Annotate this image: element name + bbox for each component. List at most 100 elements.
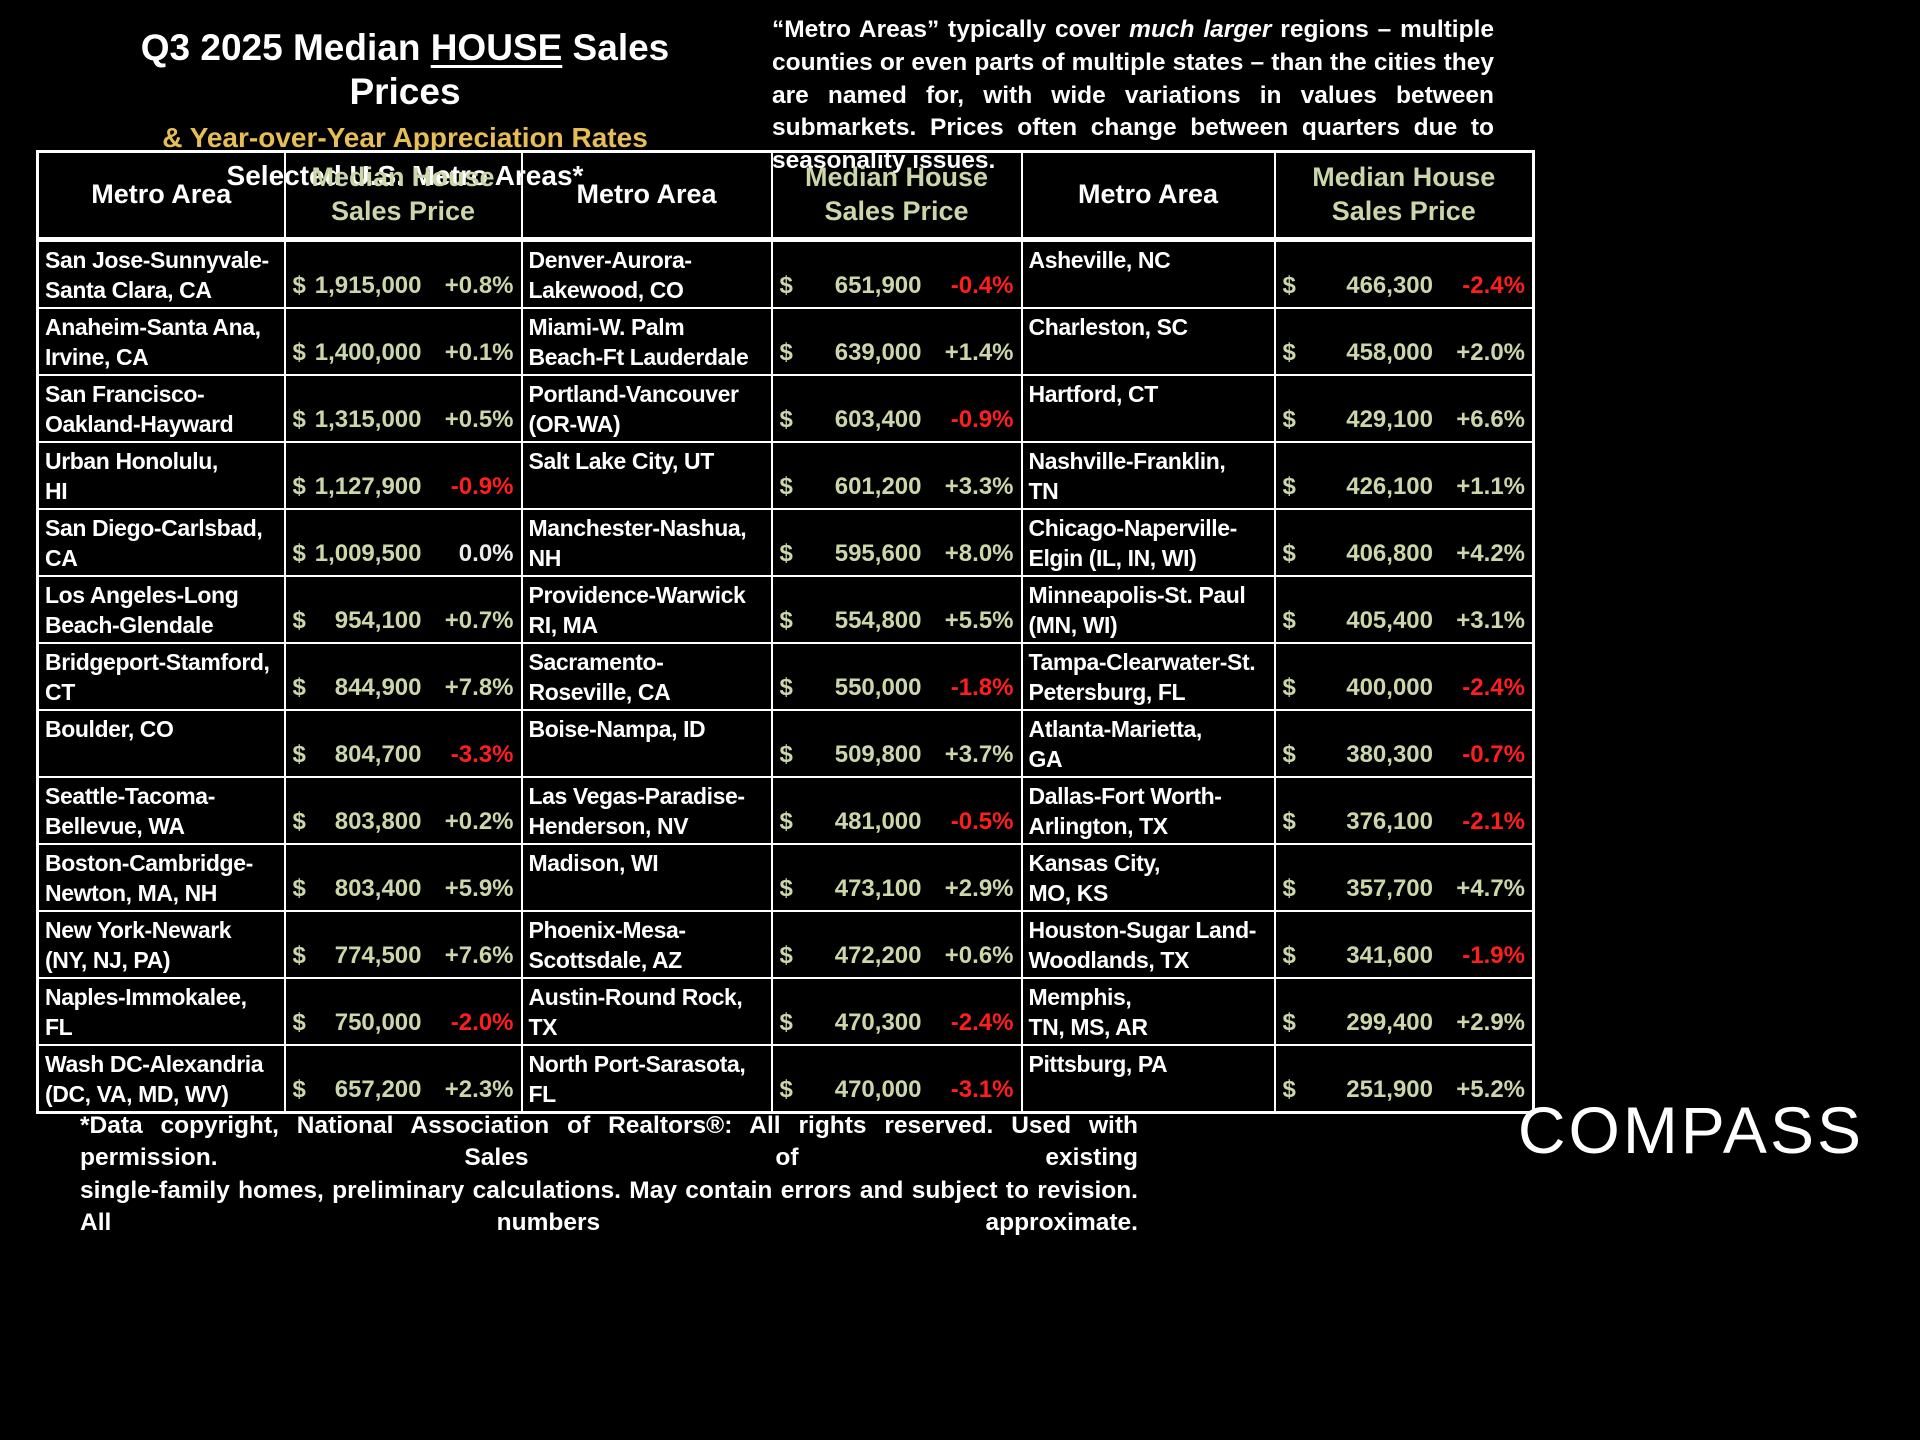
- price-line: $1,315,000 +0.5%: [293, 406, 514, 434]
- price-cell: $1,400,000 +0.1%: [283, 307, 523, 376]
- price-cell: $844,900 +7.8%: [283, 642, 523, 711]
- yoy-value: +8.0%: [944, 540, 1014, 567]
- currency-symbol: $: [292, 406, 306, 433]
- metro-name-line: Arlington, TX: [1028, 813, 1169, 839]
- metro-cell: Salt Lake City, UT: [520, 441, 773, 510]
- price-line: $554,800 +5.5%: [780, 607, 1014, 635]
- currency-symbol: $: [292, 473, 306, 500]
- metro-cell: Denver-Aurora- Lakewood, CO: [520, 238, 773, 309]
- price-value: 458,000: [1346, 339, 1433, 366]
- price-cell: $774,500 +7.6%: [283, 910, 523, 979]
- metro-name-line: Woodlands, TX: [1028, 947, 1190, 973]
- price-value: 473,100: [834, 875, 922, 902]
- median-price-header-line1: Median House: [804, 162, 989, 193]
- currency-symbol: $: [779, 875, 793, 902]
- metro-area-header: Metro Area: [36, 150, 286, 242]
- price-value: 804,700: [334, 741, 422, 768]
- price-cell: $406,800 +4.2%: [1273, 508, 1535, 577]
- metro-name-line: Nashville-Franklin,: [1028, 448, 1226, 474]
- median-price-header-line2: Sales Price: [824, 196, 969, 226]
- metro-cell: Urban Honolulu, HI: [36, 441, 286, 510]
- metro-name-line: Beach-Glendale: [45, 612, 214, 638]
- metro-cell: Dallas-Fort Worth- Arlington, TX: [1020, 776, 1276, 845]
- metro-name-line: CA: [45, 545, 78, 571]
- price-cell: $804,700 -3.3%: [283, 709, 523, 778]
- text-segment: much larger: [1129, 16, 1272, 43]
- currency-symbol: $: [292, 741, 306, 768]
- metro-name-line: Austin-Round Rock,: [528, 984, 743, 1010]
- median-prices-table: Metro Area Median House Sales Price Metr…: [36, 150, 1535, 1114]
- price-line: $651,900 -0.4%: [780, 272, 1014, 300]
- price-line: $341,600 -1.9%: [1283, 942, 1526, 970]
- yoy-value: +3.7%: [944, 741, 1014, 768]
- price-value: 774,500: [334, 942, 422, 969]
- price-line: $406,800 +4.2%: [1283, 540, 1526, 568]
- median-price-header-line2: Sales Price: [1331, 196, 1476, 226]
- price-cell: $426,100 +1.1%: [1273, 441, 1535, 510]
- compass-logo: COMPASS: [1517, 1093, 1864, 1167]
- price-cell: $657,200 +2.3%: [283, 1044, 523, 1114]
- metro-name-line: Irvine, CA: [45, 344, 149, 370]
- yoy-value: -2.1%: [1462, 808, 1525, 835]
- metro-name-line: FL: [528, 1081, 557, 1107]
- metro-name-line: Houston-Sugar Land-: [1028, 917, 1257, 943]
- price-cell: $1,315,000 +0.5%: [283, 374, 523, 443]
- price-value: 400,000: [1346, 674, 1433, 701]
- metro-cell: Naples-Immokalee, FL: [36, 977, 286, 1046]
- metro-cell: Bridgeport-Stamford, CT: [36, 642, 286, 711]
- price-cell: $357,700 +4.7%: [1273, 843, 1535, 912]
- median-price-header: Median House Sales Price: [283, 150, 523, 242]
- footnote-line1: *Data copyright, National Association of…: [80, 1112, 1138, 1172]
- text-segment: HOUSE: [430, 27, 563, 68]
- price-line: $299,400 +2.9%: [1283, 1009, 1526, 1037]
- metro-name-line: Las Vegas-Paradise-: [528, 783, 746, 809]
- price-cell: $639,000 +1.4%: [770, 307, 1023, 376]
- metro-cell: Boise-Nampa, ID: [520, 709, 773, 778]
- median-price-header-line1: Median House: [1312, 162, 1496, 193]
- metro-name-line: Lakewood, CO: [528, 277, 684, 303]
- price-value: 595,600: [834, 540, 922, 567]
- yoy-value: +7.6%: [444, 942, 514, 969]
- price-line: $400,000 -2.4%: [1283, 674, 1526, 702]
- price-cell: $380,300 -0.7%: [1273, 709, 1535, 778]
- price-cell: $1,127,900 -0.9%: [283, 441, 523, 510]
- metro-name-line: Chicago-Naperville-: [1028, 515, 1238, 541]
- yoy-value: -2.0%: [450, 1009, 514, 1036]
- price-cell: $603,400 -0.9%: [770, 374, 1023, 443]
- price-cell: $400,000 -2.4%: [1273, 642, 1535, 711]
- currency-symbol: $: [779, 339, 793, 366]
- price-value: 341,600: [1346, 942, 1433, 969]
- price-value: 750,000: [334, 1009, 422, 1036]
- metro-cell: San Jose-Sunnyvale- Santa Clara, CA: [36, 238, 286, 309]
- price-cell: $1,915,000 +0.8%: [283, 238, 523, 309]
- price-value: 844,900: [334, 674, 422, 701]
- price-value: 954,100: [334, 607, 422, 634]
- metro-name-line: Manchester-Nashua,: [528, 515, 747, 541]
- metro-cell: Los Angeles-Long Beach-Glendale: [36, 575, 286, 644]
- currency-symbol: $: [779, 808, 793, 835]
- metro-name-line: Hartford, CT: [1028, 381, 1159, 407]
- yoy-value: -3.3%: [450, 741, 514, 768]
- price-value: 1,315,000: [314, 406, 422, 433]
- metro-name-line: Oakland-Hayward: [45, 411, 234, 437]
- table-header: Metro Area Median House Sales Price Metr…: [36, 150, 1535, 242]
- metro-cell: Manchester-Nashua, NH: [520, 508, 773, 577]
- yoy-value: +5.9%: [444, 875, 514, 902]
- table-row: San Jose-Sunnyvale- Santa Clara, CA $1,915…: [36, 238, 1535, 309]
- price-cell: $429,100 +6.6%: [1273, 374, 1535, 443]
- metro-name-line: Bellevue, WA: [45, 813, 185, 839]
- metro-name-line: Anaheim-Santa Ana,: [45, 314, 261, 340]
- price-cell: $470,000 -3.1%: [770, 1044, 1023, 1114]
- price-line: $601,200 +3.3%: [780, 473, 1014, 501]
- price-cell: $550,000 -1.8%: [770, 642, 1023, 711]
- metro-cell: Chicago-Naperville- Elgin (IL, IN, WI): [1020, 508, 1276, 577]
- currency-symbol: $: [1282, 406, 1296, 433]
- currency-symbol: $: [292, 1076, 306, 1103]
- price-line: $1,009,500 0.0%: [293, 540, 514, 568]
- metro-cell: Wash DC-Alexandria (DC, VA, MD, WV): [36, 1044, 286, 1114]
- metro-cell: Portland-Vancouver (OR-WA): [520, 374, 773, 443]
- metro-name-line: Portland-Vancouver: [528, 381, 739, 407]
- yoy-value: +0.6%: [944, 942, 1014, 969]
- price-line: $426,100 +1.1%: [1283, 473, 1526, 501]
- metro-area-header: Metro Area: [1020, 150, 1276, 242]
